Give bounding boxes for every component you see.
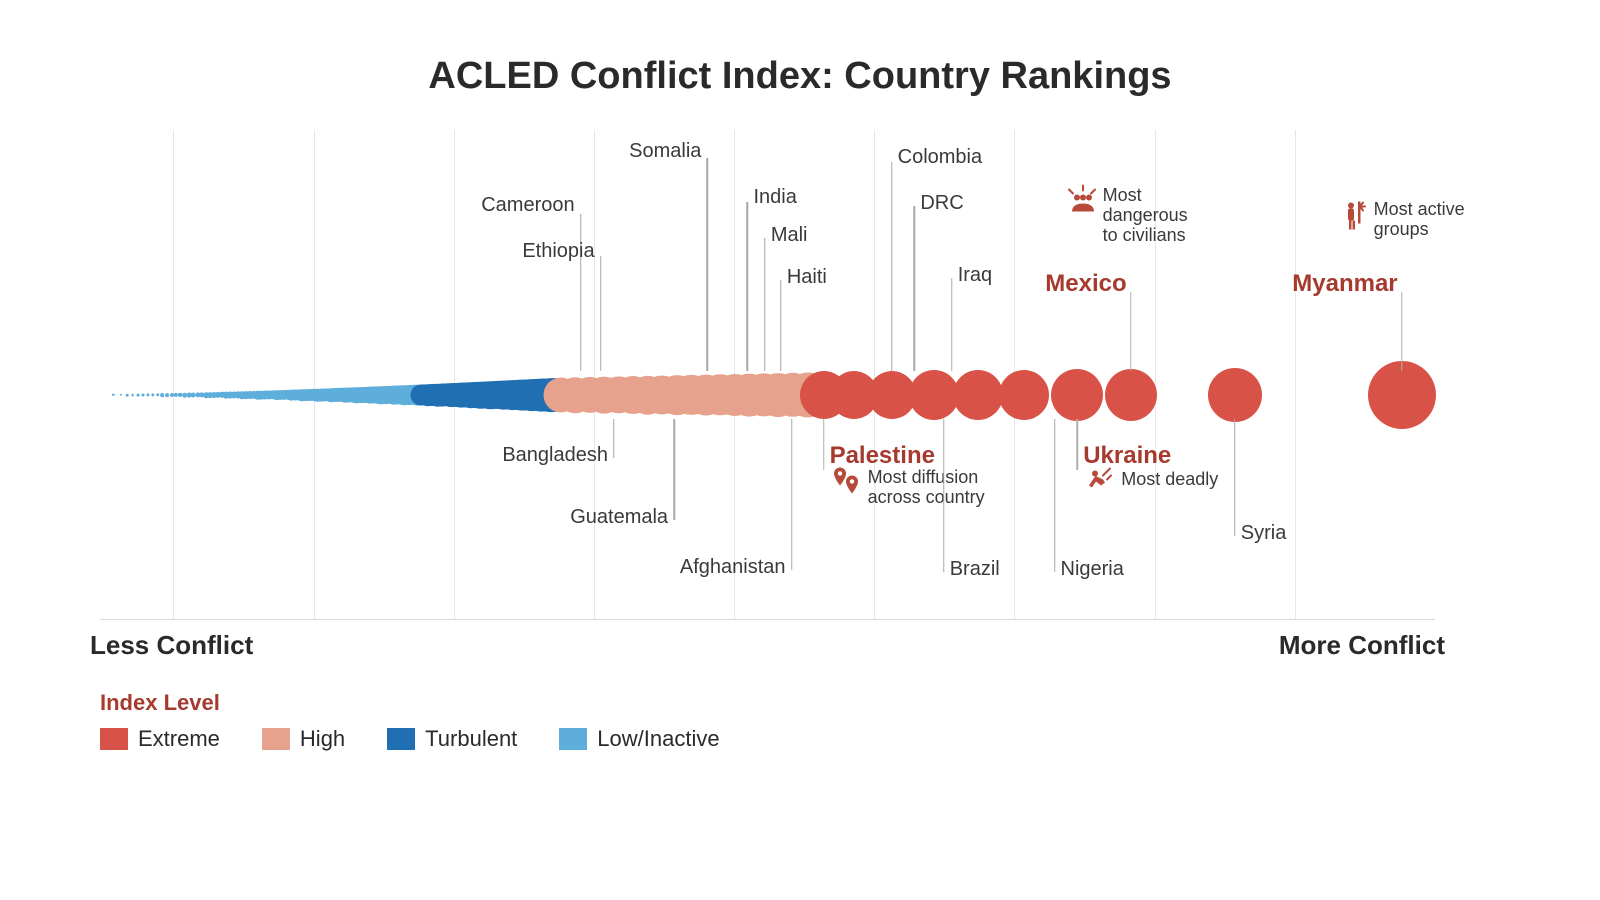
armed-icon — [1336, 198, 1372, 239]
country-bubble — [151, 393, 154, 396]
country-bubble — [1208, 368, 1262, 422]
conflict-index-chart: ACLED Conflict Index: Country Rankings C… — [0, 0, 1600, 900]
callout-line — [1076, 419, 1078, 470]
fall-icon — [1081, 466, 1117, 507]
legend-swatch — [559, 728, 587, 750]
callout-label: Guatemala — [570, 506, 668, 529]
callout-label: Somalia — [629, 140, 701, 163]
legend-label: Low/Inactive — [597, 726, 719, 752]
legend-item: High — [262, 726, 345, 752]
callout-line — [951, 278, 953, 371]
fall-icon — [1081, 466, 1117, 502]
callout-label: Haiti — [787, 266, 827, 289]
callout-label: India — [753, 186, 796, 209]
callout-line — [1130, 292, 1132, 371]
gridline — [173, 130, 174, 620]
legend-swatch — [262, 728, 290, 750]
gridline — [874, 130, 875, 620]
callout-caption: Most diffusion across country — [868, 468, 985, 508]
callout-line — [764, 238, 766, 371]
axis-label-less-conflict: Less Conflict — [90, 630, 253, 661]
country-bubble — [142, 394, 145, 397]
callout-caption: Most dangerous to civilians — [1103, 186, 1188, 245]
legend-label: Turbulent — [425, 726, 517, 752]
callout-line — [943, 419, 945, 572]
gridline — [1295, 130, 1296, 620]
pins-icon — [828, 464, 864, 505]
callout-line — [600, 256, 602, 371]
legend-item: Turbulent — [387, 726, 517, 752]
legend-items: Extreme High Turbulent Low/Inactive — [100, 726, 720, 752]
country-bubble — [156, 393, 159, 396]
country-bubble — [953, 370, 1003, 420]
callout-label: Mexico — [1045, 270, 1126, 298]
gridline — [314, 130, 315, 620]
callout-line — [580, 214, 582, 371]
legend-label: High — [300, 726, 345, 752]
axis-label-more-conflict: More Conflict — [1279, 630, 1445, 661]
callout-line — [891, 162, 893, 371]
pins-icon — [828, 464, 864, 500]
callout-line — [1054, 419, 1056, 572]
country-bubble — [165, 393, 169, 397]
plot-area: Cameroon Ethiopia Bangladesh Somalia Guatema… — [100, 130, 1435, 620]
legend-item: Extreme — [100, 726, 220, 752]
callout-label: Colombia — [898, 146, 982, 169]
country-bubble — [147, 393, 150, 396]
callout-label: Mali — [771, 224, 808, 247]
gridline — [594, 130, 595, 620]
legend-swatch — [100, 728, 128, 750]
callout-label: Afghanistan — [680, 556, 786, 579]
callout-label: Brazil — [950, 558, 1000, 581]
civilians-icon — [1065, 184, 1101, 220]
gridline — [454, 130, 455, 620]
callout-caption: Most deadly — [1121, 470, 1218, 490]
baseline — [100, 619, 1435, 620]
callout-line — [1234, 419, 1236, 536]
callout-line — [1401, 292, 1403, 371]
country-bubble — [137, 394, 140, 397]
callout-label: Nigeria — [1061, 558, 1124, 581]
country-bubble — [126, 394, 129, 397]
country-bubble — [1105, 369, 1157, 421]
country-bubble — [1051, 369, 1103, 421]
callout-label: Syria — [1241, 522, 1287, 545]
callout-caption: Most active groups — [1374, 200, 1465, 240]
callout-line — [747, 202, 749, 371]
callout-line — [791, 419, 793, 570]
callout-label: Ethiopia — [522, 240, 594, 263]
legend-label: Extreme — [138, 726, 220, 752]
callout-line — [914, 206, 916, 371]
callout-line — [707, 158, 709, 371]
armed-icon — [1336, 198, 1372, 234]
callout-line — [823, 419, 825, 470]
callout-line — [613, 419, 615, 458]
civilians-icon — [1065, 184, 1101, 225]
country-bubble — [161, 393, 165, 397]
chart-title: ACLED Conflict Index: Country Rankings — [0, 55, 1600, 98]
callout-line — [673, 419, 675, 520]
legend-title: Index Level — [100, 690, 220, 716]
callout-label: DRC — [920, 192, 963, 215]
country-bubble — [112, 394, 114, 396]
callout-label: Bangladesh — [502, 444, 608, 467]
country-bubble — [131, 394, 134, 397]
callout-line — [780, 280, 782, 371]
country-bubble — [1368, 361, 1436, 429]
country-bubble — [999, 370, 1049, 420]
callout-label: Cameroon — [481, 194, 574, 217]
callout-label: Myanmar — [1292, 270, 1397, 298]
callout-label: Iraq — [958, 264, 992, 287]
country-bubble — [120, 394, 122, 396]
country-bubble — [909, 370, 959, 420]
legend-item: Low/Inactive — [559, 726, 719, 752]
legend-swatch — [387, 728, 415, 750]
